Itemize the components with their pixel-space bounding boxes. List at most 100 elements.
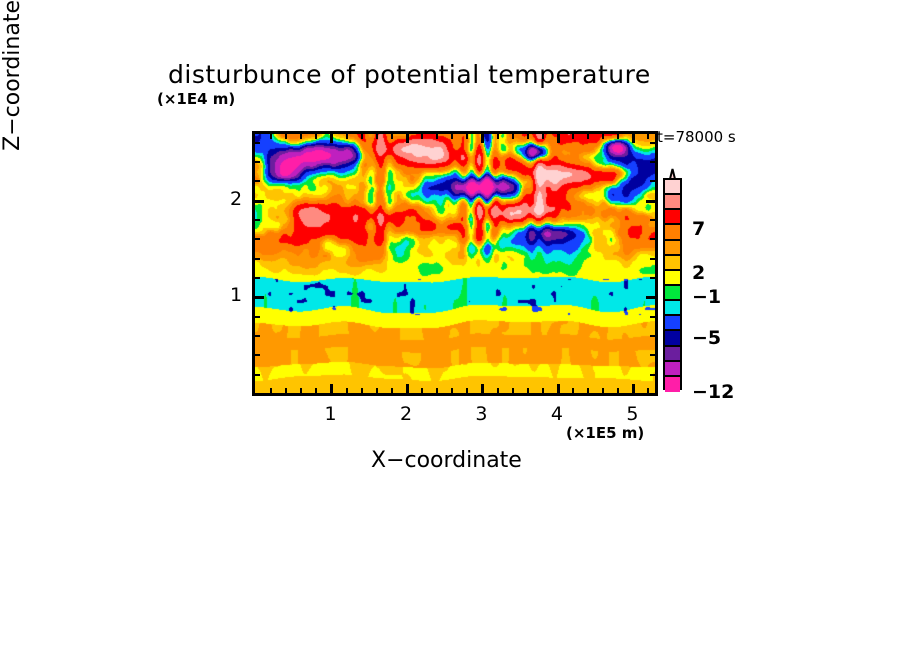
x-major-tick-top: [406, 134, 409, 143]
y-tick-label: 1: [230, 284, 243, 307]
y-major-tick-right: [646, 296, 655, 299]
y-minor-tick: [255, 335, 260, 337]
y-major-tick: [255, 296, 264, 299]
colorbar-band: [665, 361, 680, 377]
x-major-tick-top: [481, 134, 484, 143]
x-minor-tick: [421, 388, 423, 393]
x-minor-tick: [512, 388, 514, 393]
contour-field: [255, 134, 655, 393]
colorbar-bands: [663, 178, 682, 392]
y-minor-tick: [255, 316, 260, 318]
x-tick-label: 1: [324, 403, 337, 425]
x-minor-tick-top: [421, 134, 423, 139]
y-minor-tick-right: [650, 374, 655, 376]
x-tick-label: 2: [399, 403, 413, 425]
x-minor-tick: [466, 388, 468, 393]
y-tick-label: 2: [230, 187, 243, 210]
colorbar-band: [665, 240, 680, 256]
y-minor-tick-right: [650, 238, 655, 240]
x-tick-label: 4: [550, 403, 563, 425]
x-axis-unit-label: (×1E5 m): [566, 424, 645, 442]
x-minor-tick-top: [587, 134, 589, 139]
y-minor-tick: [255, 258, 260, 260]
x-minor-tick: [587, 388, 589, 393]
time-annotation: t=78000 s: [657, 128, 736, 146]
x-minor-tick: [300, 388, 302, 393]
x-minor-tick-top: [617, 134, 619, 139]
x-minor-tick-top: [270, 134, 272, 139]
colorbar-tick-label: −5: [692, 327, 722, 349]
x-minor-tick: [617, 388, 619, 393]
x-minor-tick: [376, 388, 378, 393]
y-minor-tick-right: [650, 277, 655, 279]
x-minor-tick-top: [647, 134, 649, 139]
y-minor-tick-right: [650, 316, 655, 318]
colorbar-band: [665, 180, 680, 196]
x-minor-tick: [451, 388, 453, 393]
x-minor-tick: [647, 388, 649, 393]
x-minor-tick-top: [436, 134, 438, 139]
x-minor-tick: [436, 388, 438, 393]
page-title: disturbunce of potential temperature: [168, 60, 651, 89]
y-minor-tick-right: [650, 219, 655, 221]
x-major-tick: [406, 384, 409, 393]
x-minor-tick-top: [285, 134, 287, 139]
x-major-tick-top: [557, 134, 560, 143]
y-minor-tick: [255, 142, 260, 144]
contour-plot-area: [252, 131, 658, 396]
y-minor-tick: [255, 354, 260, 356]
y-minor-tick-right: [650, 180, 655, 182]
colorbar-band: [665, 286, 680, 302]
x-minor-tick-top: [376, 134, 378, 139]
colorbar-band: [665, 331, 680, 347]
colorbar-tick-label: −1: [692, 286, 722, 308]
colorbar-tick-label: −12: [692, 381, 735, 403]
x-minor-tick-top: [542, 134, 544, 139]
x-minor-tick: [572, 388, 574, 393]
x-tick-label: 5: [626, 403, 639, 425]
x-minor-tick: [270, 388, 272, 393]
y-axis-unit-label: (×1E4 m): [157, 90, 236, 108]
y-axis-title-text: Z−coordinate: [0, 0, 25, 151]
x-minor-tick: [602, 388, 604, 393]
x-major-tick: [557, 384, 560, 393]
x-minor-tick-top: [346, 134, 348, 139]
colorbar-band: [665, 195, 680, 211]
x-minor-tick-top: [391, 134, 393, 139]
x-major-tick-top: [330, 134, 333, 143]
colorbar-band: [665, 376, 680, 392]
colorbar-tick-label: 2: [692, 262, 706, 284]
y-minor-tick: [255, 180, 260, 182]
x-minor-tick: [315, 388, 317, 393]
x-major-tick: [481, 384, 484, 393]
y-minor-tick: [255, 277, 260, 279]
y-minor-tick-right: [650, 161, 655, 163]
y-minor-tick-right: [650, 258, 655, 260]
y-minor-tick: [255, 374, 260, 376]
x-minor-tick: [346, 388, 348, 393]
y-major-tick-right: [646, 200, 655, 203]
x-minor-tick: [285, 388, 287, 393]
x-minor-tick-top: [300, 134, 302, 139]
colorbar-band: [665, 316, 680, 332]
colorbar: [663, 178, 682, 392]
y-minor-tick: [255, 219, 260, 221]
y-minor-tick-right: [650, 354, 655, 356]
y-minor-tick: [255, 238, 260, 240]
colorbar-band: [665, 301, 680, 317]
x-minor-tick: [527, 388, 529, 393]
colorbar-band: [665, 225, 680, 241]
y-minor-tick-right: [650, 335, 655, 337]
x-minor-tick: [361, 388, 363, 393]
x-minor-tick: [391, 388, 393, 393]
x-minor-tick-top: [451, 134, 453, 139]
x-minor-tick-top: [572, 134, 574, 139]
x-minor-tick-top: [512, 134, 514, 139]
y-major-tick: [255, 200, 264, 203]
colorbar-band: [665, 346, 680, 362]
y-minor-tick: [255, 161, 260, 163]
colorbar-band: [665, 270, 680, 286]
x-tick-label: 3: [475, 403, 488, 425]
x-minor-tick-top: [361, 134, 363, 139]
